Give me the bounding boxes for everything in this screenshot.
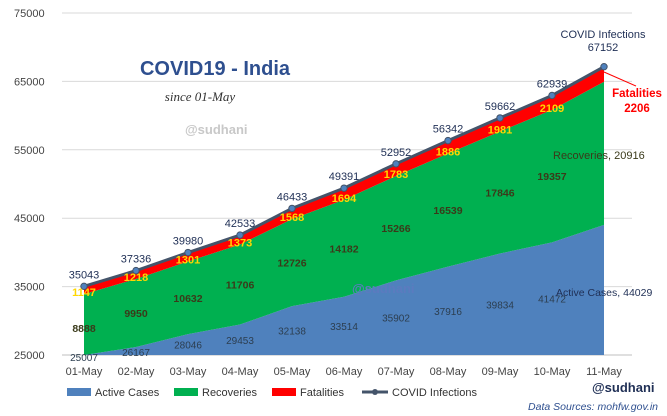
y-tick-35000: 35000 [14, 282, 45, 294]
x-tick-10-May: 10-May [534, 366, 571, 378]
legend: Active Cases Recoveries Fatalities COVID… [67, 387, 477, 399]
infections-point-6 [392, 160, 400, 168]
label-infections-5: 49391 [329, 171, 360, 183]
x-tick-04-May: 04-May [222, 366, 259, 378]
label-recoveries-6: 15266 [381, 223, 410, 235]
x-tick-02-May: 02-May [118, 366, 155, 378]
label-recoveries-9: 19357 [537, 171, 566, 183]
y-tick-25000: 25000 [14, 350, 45, 362]
x-tick-09-May: 09-May [482, 366, 519, 378]
label-fatalities-8: 1981 [488, 124, 512, 136]
infections-point-0 [80, 282, 88, 291]
label-fatalities-6: 1783 [384, 169, 408, 181]
chart-title: COVID19 - India [140, 58, 291, 80]
label-fatalities-5: 1694 [332, 193, 357, 205]
label-recoveries-4: 12726 [277, 258, 306, 270]
x-tick-11-May: 11-May [586, 366, 622, 378]
x-tick-06-May: 06-May [326, 366, 363, 378]
label-recoveries-1: 9950 [124, 308, 148, 320]
recoveries-end-label: Recoveries, 20916 [553, 150, 645, 162]
active-end-label: Active Cases, 44029 [556, 287, 652, 299]
legend-label-active: Active Cases [95, 387, 160, 399]
label-fatalities-7: 1886 [436, 147, 460, 159]
source-note: Data Sources: mohfw.gov.in [528, 401, 658, 413]
infections-point-2 [184, 248, 192, 257]
fatalities-end-value: 2206 [624, 103, 650, 115]
label-recoveries-2: 10632 [173, 293, 202, 305]
label-active-5: 33514 [330, 322, 358, 333]
watermark-top: @sudhani [185, 122, 248, 137]
label-fatalities-3: 1373 [228, 237, 252, 249]
label-recoveries-3: 11706 [226, 280, 255, 292]
area-recoveries [84, 81, 604, 355]
label-active-6: 35902 [382, 314, 410, 325]
chart-subtitle: since 01-May [165, 89, 236, 104]
infections-point-5 [340, 184, 348, 192]
infections-point-8 [496, 114, 504, 122]
fatalities-leader-line [603, 71, 637, 87]
x-tick-08-May: 08-May [430, 366, 467, 378]
data-labels: 35043 1147 8888 25007 37336 1218 9950 26167 3998… [69, 78, 568, 364]
areas [84, 66, 604, 355]
label-infections-0: 35043 [69, 269, 100, 281]
label-recoveries-5: 14182 [329, 243, 358, 255]
watermark-bottom: @sudhani [592, 380, 655, 395]
legend-label-fatalities: Fatalities [300, 387, 345, 399]
infections-end-value: 67152 [588, 42, 619, 54]
label-active-4: 32138 [278, 327, 306, 338]
label-active-0: 25007 [70, 353, 98, 364]
x-tick-03-May: 03-May [170, 366, 207, 378]
label-infections-2: 39980 [173, 236, 204, 248]
label-infections-4: 46433 [277, 191, 308, 203]
label-recoveries-7: 16539 [433, 205, 462, 217]
legend-label-recoveries: Recoveries [202, 387, 258, 399]
y-tick-45000: 45000 [14, 213, 45, 225]
legend-swatch-recoveries [174, 388, 198, 396]
infections-point-1 [132, 266, 140, 275]
label-active-7: 37916 [434, 307, 462, 318]
label-fatalities-4: 1568 [280, 212, 304, 224]
legend-swatch-active [67, 388, 91, 396]
label-fatalities-9: 2109 [540, 103, 564, 115]
fatalities-end-name: Fatalities [612, 88, 662, 100]
label-active-3: 29453 [226, 336, 254, 347]
label-infections-6: 52952 [381, 147, 412, 159]
label-infections-7: 56342 [433, 124, 464, 136]
y-tick-75000: 75000 [14, 8, 45, 20]
infections-point-9 [548, 91, 556, 100]
label-infections-9: 62939 [537, 78, 568, 90]
label-infections-3: 42533 [225, 218, 256, 230]
label-active-9: 41472 [538, 295, 566, 306]
area-active-cases [84, 224, 604, 355]
legend-label-infections: COVID Infections [392, 387, 477, 399]
x-tick-01-May: 01-May [66, 366, 103, 378]
watermark-middle: @sudhani [352, 281, 415, 296]
label-fatalities-0: 1147 [72, 287, 96, 299]
infections-point-3 [236, 231, 244, 239]
label-recoveries-8: 17846 [485, 188, 514, 200]
infections-end-name: COVID Infections [561, 29, 646, 41]
x-tick-07-May: 07-May [378, 366, 415, 378]
infections-point-7 [444, 136, 452, 145]
tick-labels: 25000 35000 45000 55000 65000 75000 01-May 02-M… [14, 8, 622, 378]
label-recoveries-0: 8888 [72, 323, 96, 335]
legend-swatch-infections-marker [372, 389, 378, 395]
label-active-8: 39834 [486, 300, 514, 311]
label-infections-8: 59662 [485, 101, 516, 113]
label-active-1: 26167 [122, 348, 150, 359]
x-tick-05-May: 05-May [274, 366, 311, 378]
label-fatalities-1: 1218 [124, 272, 148, 284]
infections-line [80, 62, 608, 291]
label-active-2: 28046 [174, 341, 202, 352]
legend-swatch-fatalities [272, 388, 296, 396]
label-fatalities-2: 1301 [176, 254, 200, 266]
y-tick-65000: 65000 [14, 76, 45, 88]
infections-point-4 [288, 204, 296, 213]
infections-point-10 [600, 62, 608, 71]
y-tick-55000: 55000 [14, 145, 45, 157]
label-infections-1: 37336 [121, 254, 152, 266]
